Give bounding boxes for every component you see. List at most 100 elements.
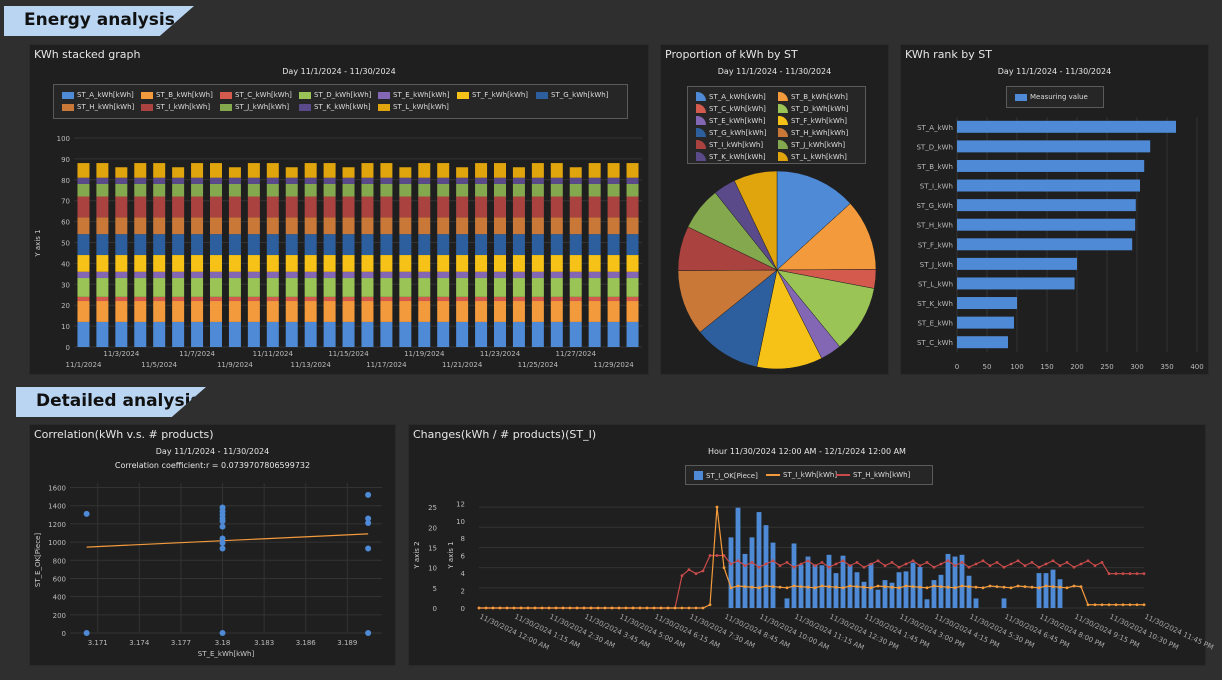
bar: [959, 554, 965, 608]
legend-item[interactable]: ST_B_kWh[kWh]: [778, 92, 848, 101]
legend-item[interactable]: ST_B_kWh[kWh]: [141, 91, 213, 99]
legend-item[interactable]: ST_F_kWh[kWh]: [778, 116, 847, 125]
bar-segment: [191, 177, 204, 184]
legend-item[interactable]: ST_H_kWh[kWh]: [836, 471, 910, 479]
bar-segment: [361, 177, 374, 184]
legend[interactable]: ST_A_kWh[kWh] ST_B_kWh[kWh] ST_C_kWh[kWh] S…: [53, 84, 628, 119]
bar-segment: [437, 296, 450, 302]
bar-segment: [77, 196, 90, 218]
legend-item[interactable]: ST_C_kWh[kWh]: [220, 91, 292, 99]
bar-segment: [266, 234, 279, 256]
bar-segment: [588, 255, 601, 272]
series-marker-st-i: [778, 585, 782, 589]
bar-segment: [342, 278, 355, 297]
x-tick-label: 11/25/2024: [518, 361, 559, 369]
series-marker-st-i: [925, 586, 929, 590]
series-marker-st-h: [855, 560, 859, 564]
bar-segment: [247, 234, 260, 256]
bar-segment: [437, 217, 450, 235]
bar-segment: [494, 177, 506, 184]
bar-segment: [437, 177, 450, 184]
legend-label: ST_C_kWh[kWh]: [235, 91, 292, 99]
bar-segment: [531, 196, 544, 218]
bar: [903, 571, 909, 608]
legend-item[interactable]: ST_D_kWh[kWh]: [299, 91, 371, 99]
legend-item[interactable]: ST_L_kWh[kWh]: [778, 152, 847, 161]
legend[interactable]: Measuring value: [1006, 86, 1104, 108]
bar-segment: [96, 255, 109, 272]
legend-item[interactable]: ST_I_kWh[kWh]: [696, 140, 763, 149]
legend-item[interactable]: ST_K_kWh[kWh]: [299, 103, 371, 111]
bar-segment: [569, 301, 582, 322]
panel-title: KWh stacked graph: [34, 48, 141, 61]
bar-segment: [531, 183, 544, 197]
bar-segment: [134, 301, 147, 322]
legend-item[interactable]: ST_E_kWh[kWh]: [378, 91, 449, 99]
legend[interactable]: ST_A_kWh[kWh] ST_B_kWh[kWh] ST_C_kWh[kWh] S…: [687, 86, 866, 164]
series-marker-st-h: [946, 559, 950, 563]
bar: [1001, 598, 1007, 608]
legend-item[interactable]: ST_D_kWh[kWh]: [778, 104, 848, 113]
scatter-point: [365, 515, 372, 522]
legend-item[interactable]: ST_H_kWh[kWh]: [778, 128, 848, 137]
series-marker-st-i: [799, 585, 803, 589]
legend-item[interactable]: ST_I_kWh[kWh]: [766, 471, 837, 479]
bar-segment: [550, 278, 563, 297]
bar-segment: [134, 278, 147, 297]
y-tick-label: 30: [61, 281, 70, 289]
legend-item[interactable]: ST_H_kWh[kWh]: [62, 103, 134, 111]
bar-segment: [550, 163, 563, 178]
bar-segment: [266, 278, 279, 297]
legend-item[interactable]: ST_L_kWh[kWh]: [378, 103, 449, 111]
y-tick-label: 1000: [48, 539, 66, 547]
bar-segment: [361, 217, 374, 235]
horizontal-bar-chart[interactable]: 0 50 100 150 200 250 300 350 400 ST_A_kWh ST_D_kWh…: [901, 45, 1210, 376]
bar-segment: [475, 234, 488, 256]
bar-segment: [266, 183, 279, 197]
series-marker-st-i: [498, 606, 502, 610]
legend-label: ST_J_kWh[kWh]: [791, 140, 846, 149]
bar-segment: [531, 217, 544, 235]
bar-segment: [418, 183, 431, 197]
bar: [966, 575, 972, 608]
legend-item[interactable]: ST_I_kWh[kWh]: [141, 103, 210, 111]
bar-segment: [304, 217, 317, 235]
bar-segment: [569, 255, 582, 272]
legend-item[interactable]: ST_C_kWh[kWh]: [696, 104, 766, 113]
bar-segment: [342, 321, 355, 347]
bar-segment: [323, 196, 336, 218]
legend-item[interactable]: ST_J_kWh[kWh]: [220, 103, 289, 111]
series-marker-st-i: [883, 585, 887, 589]
series-marker-st-i: [897, 586, 901, 590]
legend-item[interactable]: ST_F_kWh[kWh]: [457, 91, 528, 99]
correlation-coefficient: Correlation coefficient:r = 0.0739707806…: [114, 461, 311, 470]
series-marker-st-i: [967, 585, 971, 589]
y-tick-label: 100: [57, 135, 70, 143]
legend-item[interactable]: ST_K_kWh[kWh]: [696, 152, 766, 161]
bar-segment: [626, 177, 639, 184]
series-marker-st-h: [743, 564, 747, 568]
legend-item[interactable]: ST_G_kWh[kWh]: [536, 91, 608, 99]
legend-item[interactable]: ST_A_kWh[kWh]: [696, 92, 766, 101]
bar-segment: [588, 177, 601, 184]
bar-segment: [210, 183, 222, 197]
legend-item[interactable]: ST_G_kWh[kWh]: [696, 128, 766, 137]
legend-item[interactable]: ST_E_kWh[kWh]: [696, 116, 765, 125]
bar-segment: [228, 167, 241, 178]
legend-swatch: [778, 152, 788, 161]
bar-segment: [228, 278, 241, 297]
bar-segment: [512, 255, 525, 272]
legend-item[interactable]: Measuring value: [1015, 93, 1088, 101]
legend[interactable]: ST_I_OK[Piece] ST_I_kWh[kWh] ST_H_kWh[kWh]: [685, 465, 933, 485]
bar-segment: [153, 217, 166, 235]
pie-chart[interactable]: [661, 45, 890, 376]
legend-item[interactable]: ST_A_kWh[kWh]: [62, 91, 134, 99]
legend-item[interactable]: ST_I_OK[Piece]: [694, 471, 758, 480]
bar-segment: [228, 271, 241, 279]
x-tick-label: 0: [955, 363, 959, 371]
scatter-chart[interactable]: 0 200 400 600 800 1000 1200 1400 1600 3.171 3.174 3…: [30, 425, 397, 667]
legend-item[interactable]: ST_J_kWh[kWh]: [778, 140, 845, 149]
bar-segment: [247, 196, 260, 218]
